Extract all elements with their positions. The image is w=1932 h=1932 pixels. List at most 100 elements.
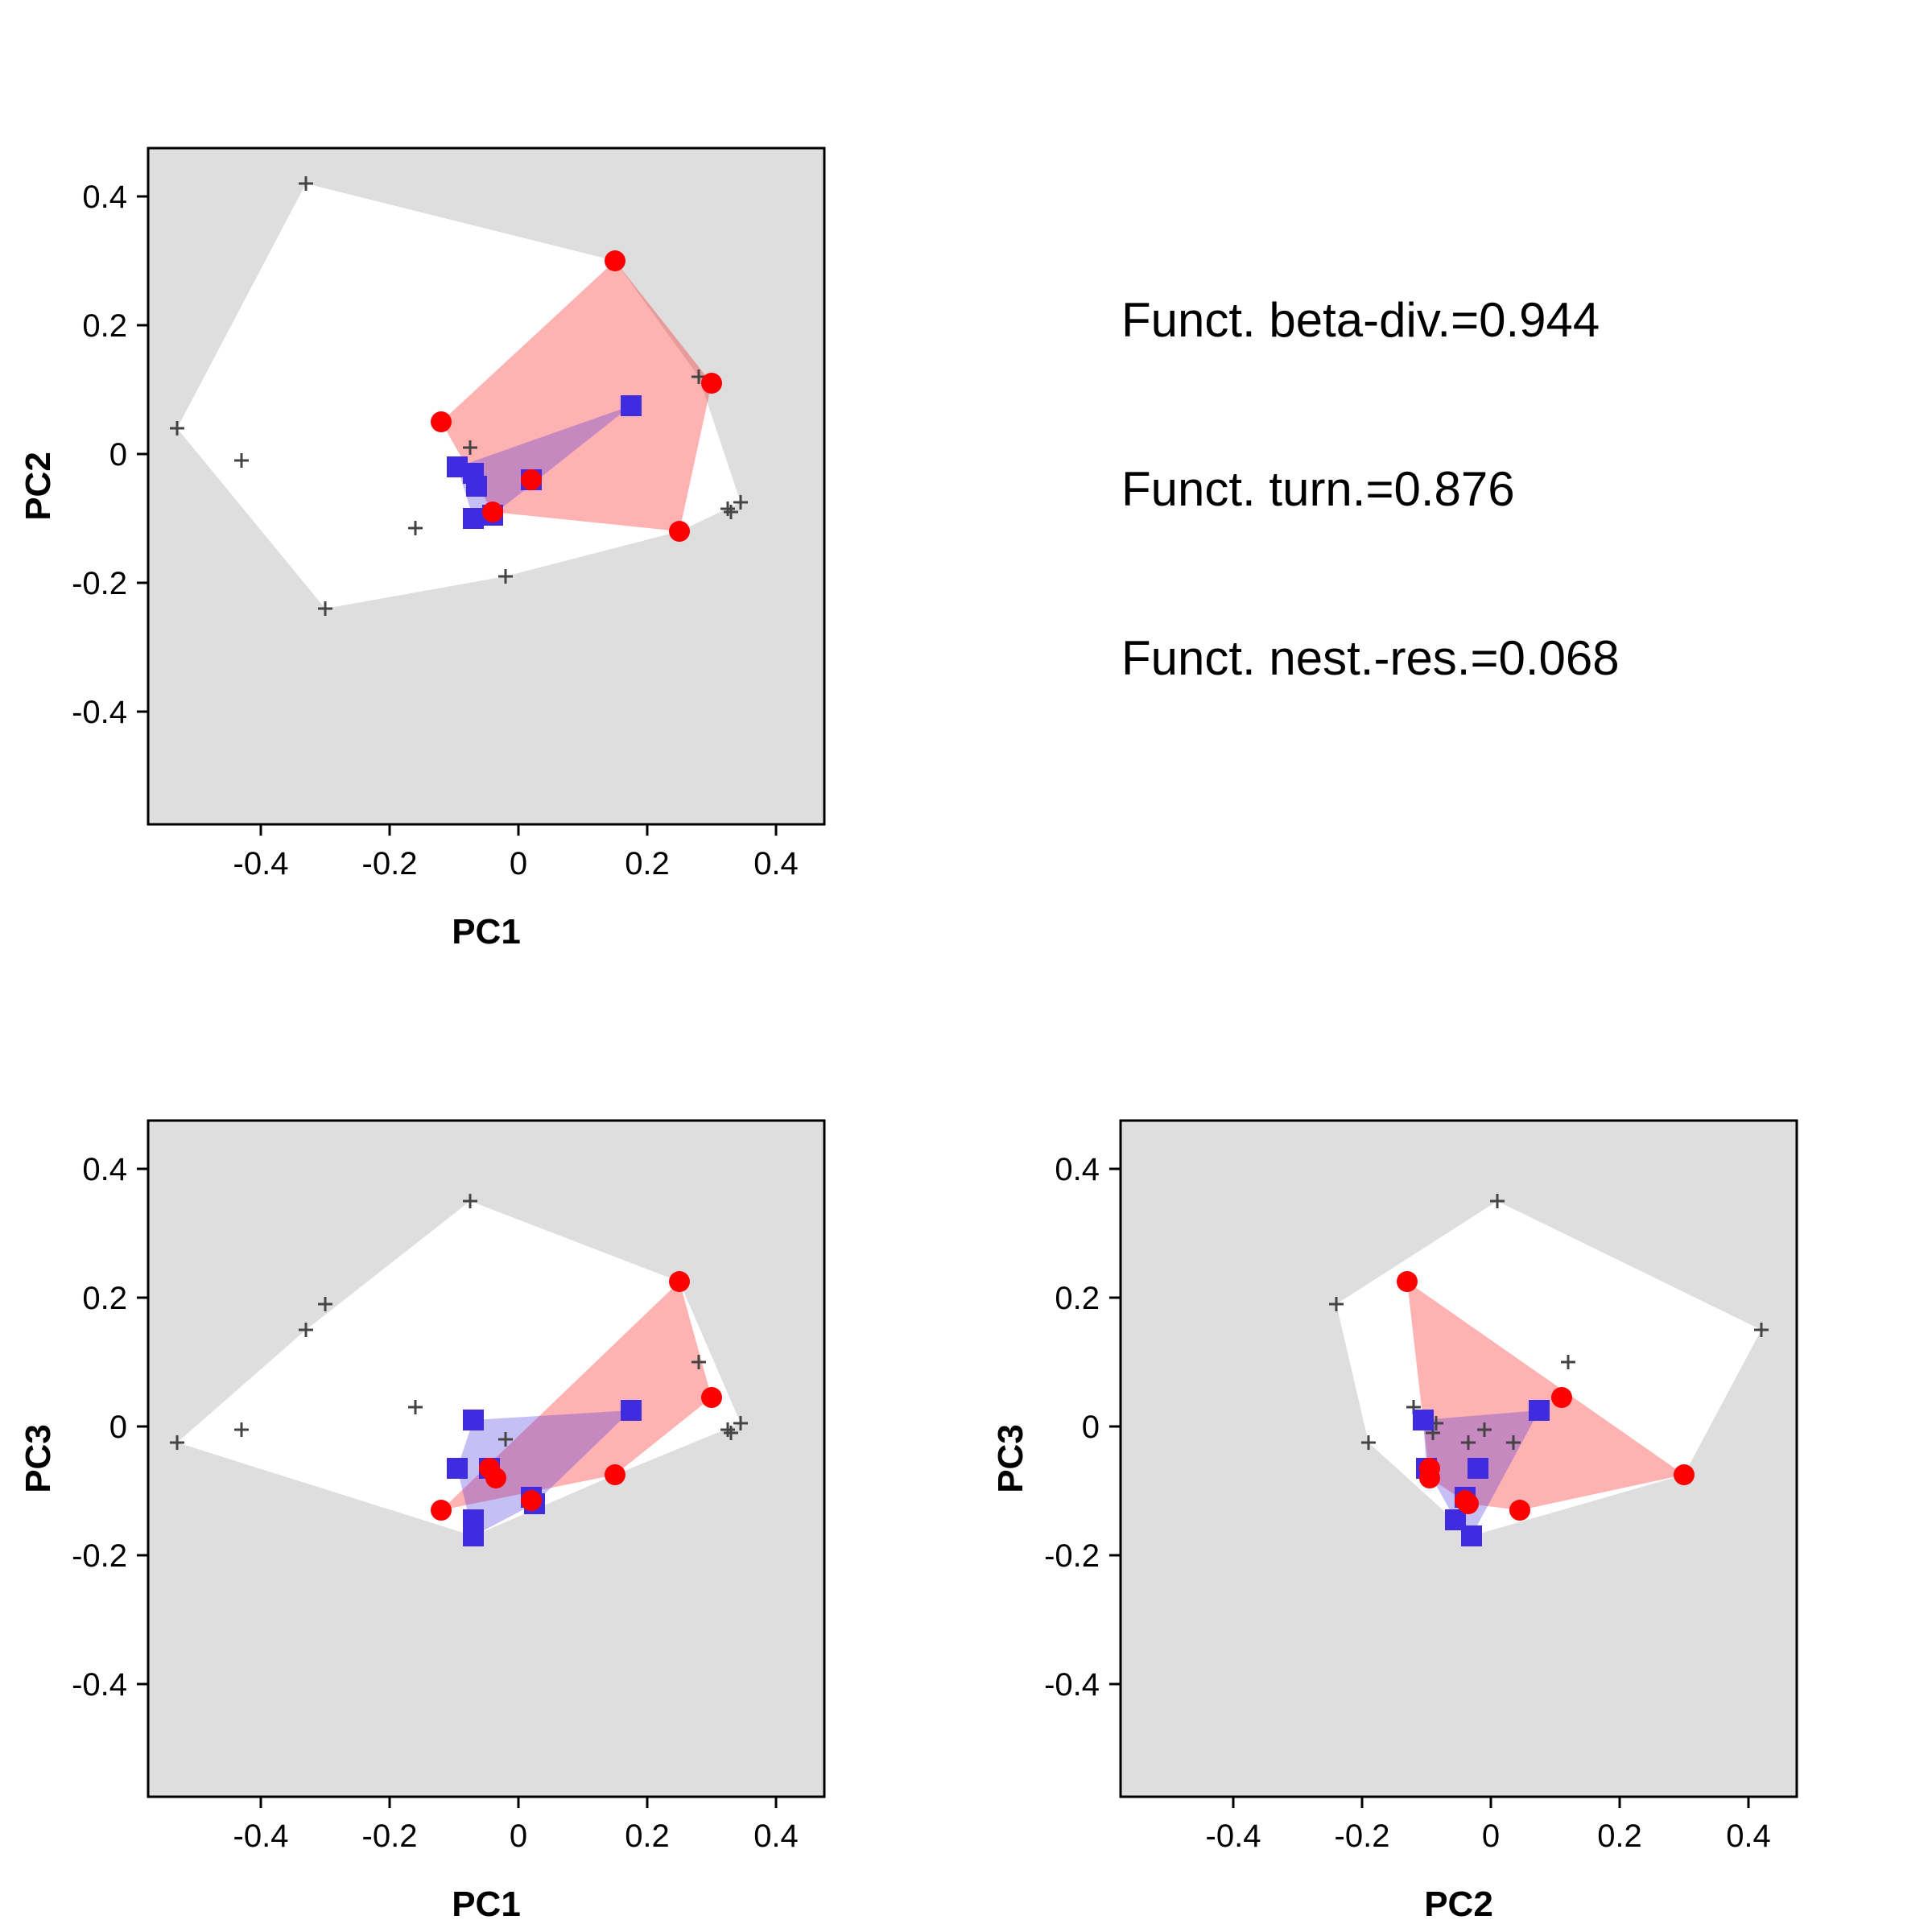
x-tick-label: 0	[1482, 1818, 1500, 1854]
community-1-point	[701, 1387, 722, 1408]
species-point	[1361, 1435, 1376, 1450]
species-point	[1506, 1435, 1521, 1450]
community-1-point	[669, 1271, 690, 1292]
x-tick-label: 0	[510, 846, 527, 881]
community-2-point	[466, 476, 487, 497]
y-tick-label: -0.4	[72, 1667, 127, 1703]
community-1-hull	[1407, 1282, 1684, 1510]
community-1-point	[1509, 1500, 1530, 1521]
community-1-hull	[441, 1282, 712, 1510]
community-2-point	[621, 395, 642, 416]
y-tick-label: 0.2	[1055, 1281, 1100, 1316]
community-1-point	[1419, 1468, 1440, 1488]
community-1-point	[1458, 1493, 1479, 1514]
species-point	[724, 1426, 738, 1440]
x-tick-label: 0.4	[753, 846, 799, 881]
community-1-point	[485, 1468, 506, 1488]
species-point	[691, 1355, 706, 1369]
y-tick-label: 0	[109, 1410, 127, 1445]
y-tick-label: 0.4	[1055, 1152, 1100, 1187]
global-convex-hull	[1336, 1201, 1761, 1536]
species-point	[1477, 1422, 1492, 1437]
x-axis-title: PC1	[452, 912, 521, 952]
y-tick-label: 0.2	[82, 308, 127, 344]
panel-frame	[147, 147, 826, 826]
community-1-point	[521, 469, 542, 490]
x-tick-label: 0	[510, 1818, 527, 1854]
species-point	[170, 1435, 184, 1450]
community-1-point	[521, 1490, 542, 1511]
community-2-point	[621, 1400, 642, 1421]
x-tick-label: -0.4	[1206, 1818, 1261, 1854]
plot-content	[1121, 1121, 1797, 1797]
community-2-point	[463, 508, 484, 529]
community-1-point	[431, 1500, 452, 1521]
community-1-point	[1397, 1271, 1418, 1292]
x-tick-label: 0.2	[625, 846, 670, 881]
species-point	[720, 1422, 735, 1437]
species-point	[498, 1432, 513, 1447]
stat-nestedness: Funct. nest.-res.=0.068	[1121, 631, 1620, 685]
y-axis-title: PC2	[19, 452, 58, 521]
stat-beta-div: Funct. beta-div.=0.944	[1121, 293, 1600, 347]
plot-area	[148, 148, 824, 824]
community-1-point	[482, 502, 503, 522]
species-point	[234, 453, 249, 468]
axes: -0.4 -0.2 0 0.2 0.4 -0.4 -0.2 0 0.2 0.4	[1044, 1119, 1798, 1854]
species-point	[1461, 1435, 1476, 1450]
community-1-point	[605, 1464, 625, 1485]
species-point	[1754, 1323, 1769, 1337]
community-2-point	[1529, 1400, 1550, 1421]
x-tick-label: 0.2	[1597, 1818, 1642, 1854]
species-point	[1329, 1297, 1344, 1311]
community-1-point	[701, 373, 722, 394]
community-2-point	[1461, 1525, 1482, 1546]
y-tick-label: -0.4	[1044, 1667, 1100, 1703]
panel-frame	[1119, 1119, 1798, 1798]
plot-area	[148, 1121, 824, 1797]
global-convex-hull	[177, 1201, 741, 1536]
species-point	[299, 1323, 313, 1337]
community-1-hull	[441, 261, 712, 531]
y-tick-label: 0.4	[82, 1152, 127, 1187]
y-axis-title: PC3	[991, 1424, 1030, 1493]
x-axis-title: PC1	[452, 1885, 521, 1924]
y-tick-label: 0.2	[82, 1281, 127, 1316]
x-tick-label: 0.2	[625, 1818, 670, 1854]
species-point	[498, 569, 513, 584]
plot-content	[148, 1121, 824, 1797]
species-point	[724, 505, 738, 519]
community-2-point	[1413, 1410, 1434, 1430]
species-point	[720, 502, 735, 516]
panel-pc2-pc3: -0.4 -0.2 0 0.2 0.4 -0.4 -0.2 0 0.2 0.4 PC2 PC3	[991, 1119, 1798, 1924]
species-point	[408, 521, 423, 535]
y-tick-label: 0	[109, 437, 127, 473]
community-2-point	[463, 1525, 484, 1546]
y-axis-title: PC3	[19, 1424, 58, 1493]
plot-area	[1121, 1121, 1797, 1797]
species-point	[318, 601, 332, 616]
stat-turnover: Funct. turn.=0.876	[1121, 462, 1515, 516]
y-tick-label: -0.2	[72, 1538, 127, 1574]
species-point	[733, 495, 748, 510]
x-tick-label: 0.4	[1726, 1818, 1771, 1854]
panel-frame	[147, 1119, 826, 1798]
x-tick-label: -0.4	[233, 1818, 289, 1854]
community-2-hull	[457, 406, 631, 518]
species-point	[1561, 1355, 1575, 1369]
species-point	[299, 176, 313, 191]
y-tick-label: 0	[1082, 1410, 1100, 1445]
species-point	[234, 1422, 249, 1437]
species-point	[733, 1416, 748, 1430]
community-1-point	[1551, 1387, 1572, 1408]
beta-diversity-stats: Funct. beta-div.=0.944 Funct. turn.=0.87…	[1121, 293, 1620, 685]
y-tick-label: 0.4	[82, 180, 127, 215]
community-2-point	[1468, 1458, 1488, 1479]
plot-content	[148, 148, 824, 824]
community-1-point	[431, 411, 452, 432]
global-convex-hull	[177, 184, 741, 609]
community-2-point	[463, 1410, 484, 1430]
species-point	[463, 440, 477, 455]
species-point	[463, 1194, 477, 1208]
